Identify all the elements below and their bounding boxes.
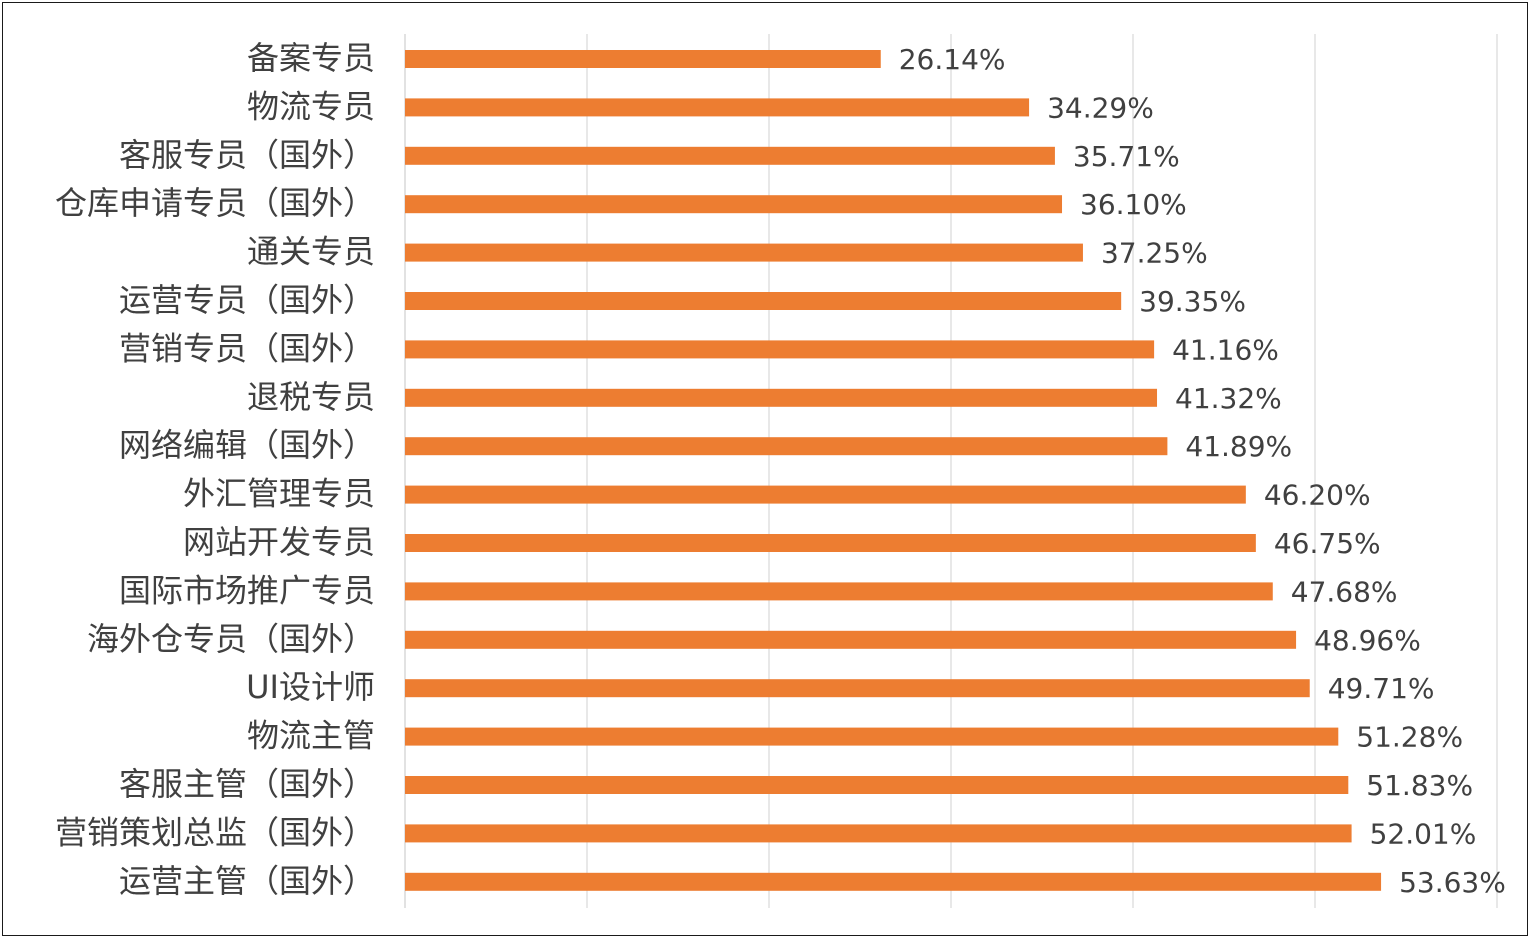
value-label-6: 39.35% <box>1139 285 1246 318</box>
category-label-13: 海外仓专员（国外） <box>87 620 375 658</box>
category-label-10: 外汇管理专员 <box>183 475 375 513</box>
bar-18 <box>405 872 1382 891</box>
value-label-3: 35.71% <box>1073 140 1180 173</box>
bar-13 <box>405 630 1297 649</box>
value-label-11: 46.75% <box>1274 527 1381 560</box>
bar-9 <box>405 437 1168 456</box>
category-label-18: 运营主管（国外） <box>119 862 375 900</box>
bar-7 <box>405 340 1155 359</box>
category-label-12: 国际市场推广专员 <box>119 571 375 609</box>
value-label-8: 41.32% <box>1175 382 1282 415</box>
value-label-7: 41.16% <box>1172 333 1279 366</box>
value-label-5: 37.25% <box>1101 237 1208 270</box>
value-label-18: 53.63% <box>1399 866 1506 899</box>
bar-10 <box>405 485 1246 504</box>
bars <box>405 50 1382 891</box>
bar-1 <box>405 50 881 68</box>
category-label-17: 营销策划总监（国外） <box>55 813 375 851</box>
value-label-13: 48.96% <box>1314 624 1421 657</box>
category-label-14: UI设计师 <box>246 668 375 706</box>
bar-4 <box>405 195 1063 214</box>
value-label-2: 34.29% <box>1047 91 1154 124</box>
value-label-16: 51.83% <box>1366 769 1473 802</box>
value-label-1: 26.14% <box>899 43 1006 76</box>
bar-2 <box>405 98 1030 117</box>
value-label-12: 47.68% <box>1291 575 1398 608</box>
bar-11 <box>405 534 1256 552</box>
bar-3 <box>405 146 1055 165</box>
value-label-17: 52.01% <box>1370 817 1477 850</box>
category-label-5: 通关专员 <box>247 233 375 271</box>
category-label-6: 运营专员（国外） <box>119 281 375 319</box>
bar-5 <box>405 243 1083 262</box>
bar-16 <box>405 776 1349 794</box>
category-label-3: 客服专员（国外） <box>119 136 375 174</box>
bar-12 <box>405 582 1273 601</box>
value-label-15: 51.28% <box>1356 721 1463 754</box>
category-label-15: 物流主管 <box>247 717 375 755</box>
bar-17 <box>405 824 1352 843</box>
category-label-2: 物流专员 <box>247 87 375 125</box>
category-label-8: 退税专员 <box>247 378 375 416</box>
bar-14 <box>405 679 1310 698</box>
category-label-7: 营销专员（国外） <box>119 329 375 367</box>
value-label-9: 41.89% <box>1185 430 1292 463</box>
bar-6 <box>405 292 1122 310</box>
value-label-14: 49.71% <box>1328 672 1435 705</box>
category-label-16: 客服主管（国外） <box>119 765 375 803</box>
value-label-10: 46.20% <box>1264 479 1371 512</box>
value-labels: 26.14% 34.29% 35.71% 36.10% 37.25% 39.35% 41.1… <box>899 43 1506 899</box>
category-label-4: 仓库申请专员（国外） <box>55 184 375 222</box>
value-label-4: 36.10% <box>1080 188 1187 221</box>
category-label-1: 备案专员 <box>247 39 375 77</box>
category-label-9: 网络编辑（国外） <box>119 426 375 464</box>
category-label-11: 网站开发专员 <box>183 523 375 561</box>
bar-8 <box>405 388 1158 407</box>
gridlines <box>404 34 1498 908</box>
bar-15 <box>405 727 1339 746</box>
